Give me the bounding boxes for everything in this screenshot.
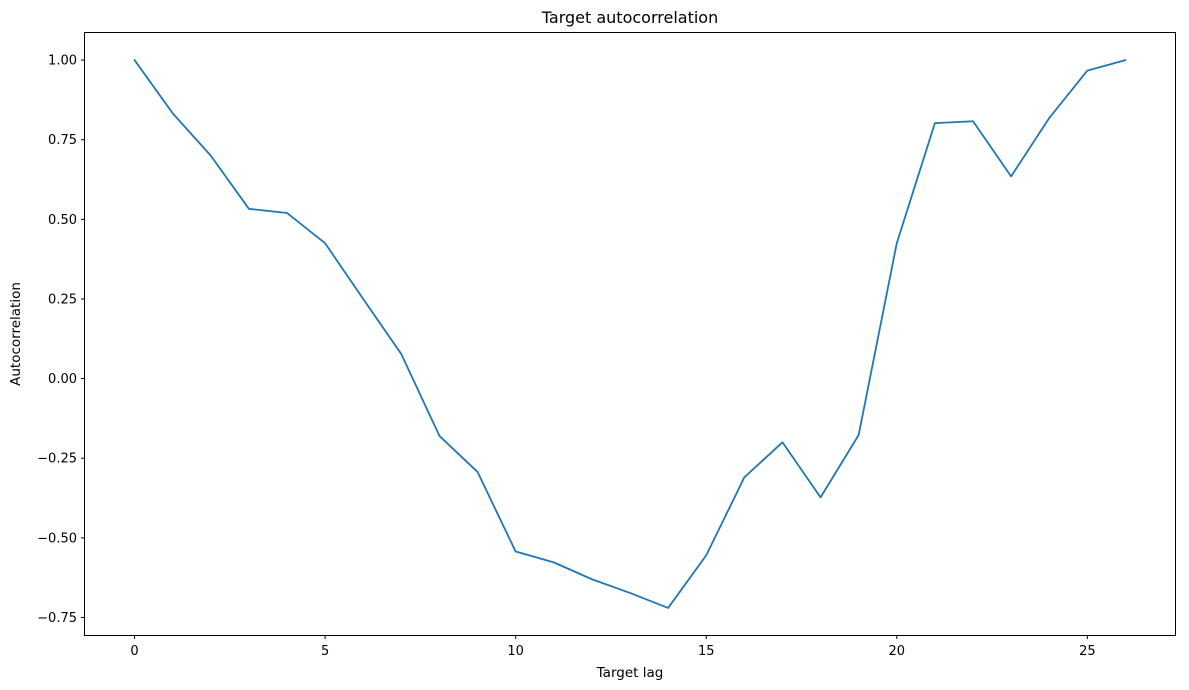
y-tick-label: −0.75 [37, 611, 77, 626]
x-axis: 0 5 10 15 20 25 [130, 635, 1096, 659]
x-tick-label: 20 [889, 644, 906, 659]
chart-title: Target autocorrelation [541, 8, 718, 27]
y-tick-label: −0.25 [37, 452, 77, 467]
y-tick-label: 0.00 [48, 372, 77, 387]
series-line-0 [133, 59, 1127, 609]
y-axis-title: Autocorrelation [8, 282, 24, 386]
y-axis: −0.75 −0.50 −0.25 0.00 0.25 0.50 0.75 1.00 [37, 54, 85, 626]
y-tick-label: −0.50 [37, 531, 77, 546]
series-layer [133, 59, 1127, 609]
y-tick-label: 0.25 [48, 292, 77, 307]
y-tick-label: 0.50 [48, 213, 77, 228]
x-tick-label: 15 [698, 644, 715, 659]
x-tick-label: 0 [130, 644, 138, 659]
y-tick-label: 1.00 [48, 54, 77, 69]
x-tick-label: 5 [321, 644, 329, 659]
x-tick-label: 10 [507, 644, 524, 659]
y-tick-label: 0.75 [48, 133, 77, 148]
plot-frame [84, 32, 1176, 636]
x-tick-label: 25 [1079, 644, 1096, 659]
x-axis-title: Target lag [596, 665, 664, 681]
